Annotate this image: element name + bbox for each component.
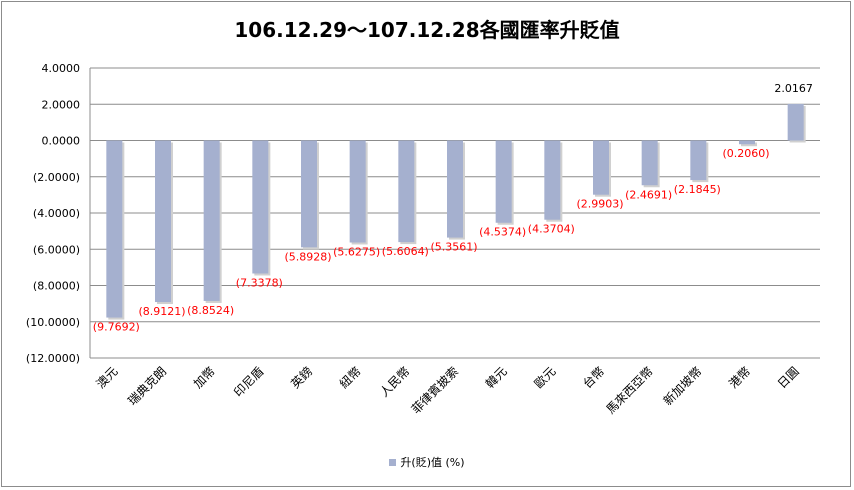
bar	[252, 140, 269, 274]
x-tick-label: 紐幣	[337, 364, 364, 391]
data-label: (4.5374)	[479, 226, 526, 239]
bar	[641, 140, 658, 186]
y-tick-label: 4.0000	[42, 62, 81, 75]
y-tick-label: (2.0000)	[33, 171, 80, 184]
data-label: (2.4691)	[625, 188, 672, 201]
x-tick-label: 新加坡幣	[660, 364, 705, 409]
bar-shadow	[741, 142, 757, 147]
bar	[203, 140, 220, 301]
y-tick-label: (4.0000)	[33, 207, 80, 220]
x-tick-label: 澳元	[94, 364, 121, 391]
bar	[544, 140, 561, 220]
x-tick-label: 歐元	[531, 364, 559, 392]
data-label: (5.6064)	[382, 245, 429, 258]
x-tick-label: 菲律賓披索	[408, 364, 461, 417]
y-tick-label: (10.0000)	[26, 316, 80, 329]
x-tick-label: 台幣	[580, 364, 608, 392]
y-tick-label: 0.0000	[42, 135, 81, 148]
x-tick-label: 瑞典克朗	[125, 364, 169, 408]
bar	[398, 140, 415, 243]
bar	[739, 140, 755, 145]
data-label: 2.0167	[774, 82, 813, 95]
data-label: (8.8524)	[187, 304, 234, 317]
legend: 升(貶)值 (%)	[0, 454, 854, 470]
data-label: (5.8928)	[284, 250, 331, 263]
legend-label: 升(貶)值 (%)	[400, 456, 465, 469]
data-label: (9.7692)	[93, 321, 140, 334]
x-tick-label: 英鎊	[288, 364, 316, 392]
x-tick-label: 韓元	[483, 364, 510, 391]
data-label: (7.3378)	[236, 276, 283, 289]
data-label: (0.2060)	[722, 147, 769, 160]
chart-title: 106.12.29～107.12.28各國匯率升貶值	[234, 18, 620, 42]
y-tick-label: (8.0000)	[33, 280, 80, 293]
y-tick-label: (6.0000)	[33, 243, 80, 256]
data-label: (8.9121)	[138, 305, 185, 318]
x-tick-label: 印尼盾	[231, 364, 266, 399]
y-tick-label: (12.0000)	[26, 352, 80, 365]
bar	[349, 140, 366, 243]
x-tick-label: 港幣	[726, 364, 753, 391]
x-tick-label: 馬來西亞幣	[603, 364, 655, 416]
bar	[155, 140, 171, 303]
legend-swatch	[389, 458, 397, 466]
bar	[106, 140, 123, 318]
data-label: (5.3561)	[430, 241, 477, 254]
bar	[593, 140, 609, 195]
x-tick-label: 加幣	[191, 364, 218, 391]
bar	[690, 140, 707, 181]
data-label: (4.3704)	[528, 223, 575, 236]
y-tick-label: 2.0000	[42, 98, 81, 111]
bar	[495, 140, 512, 223]
bar	[301, 140, 317, 248]
x-tick-label: 日圓	[775, 364, 802, 391]
bar	[787, 103, 804, 141]
bar	[447, 140, 463, 238]
x-tick-label: 人民幣	[377, 364, 412, 399]
data-label: (5.6275)	[333, 245, 380, 258]
data-label: (2.1845)	[674, 183, 721, 196]
data-label: (2.9903)	[576, 198, 623, 211]
